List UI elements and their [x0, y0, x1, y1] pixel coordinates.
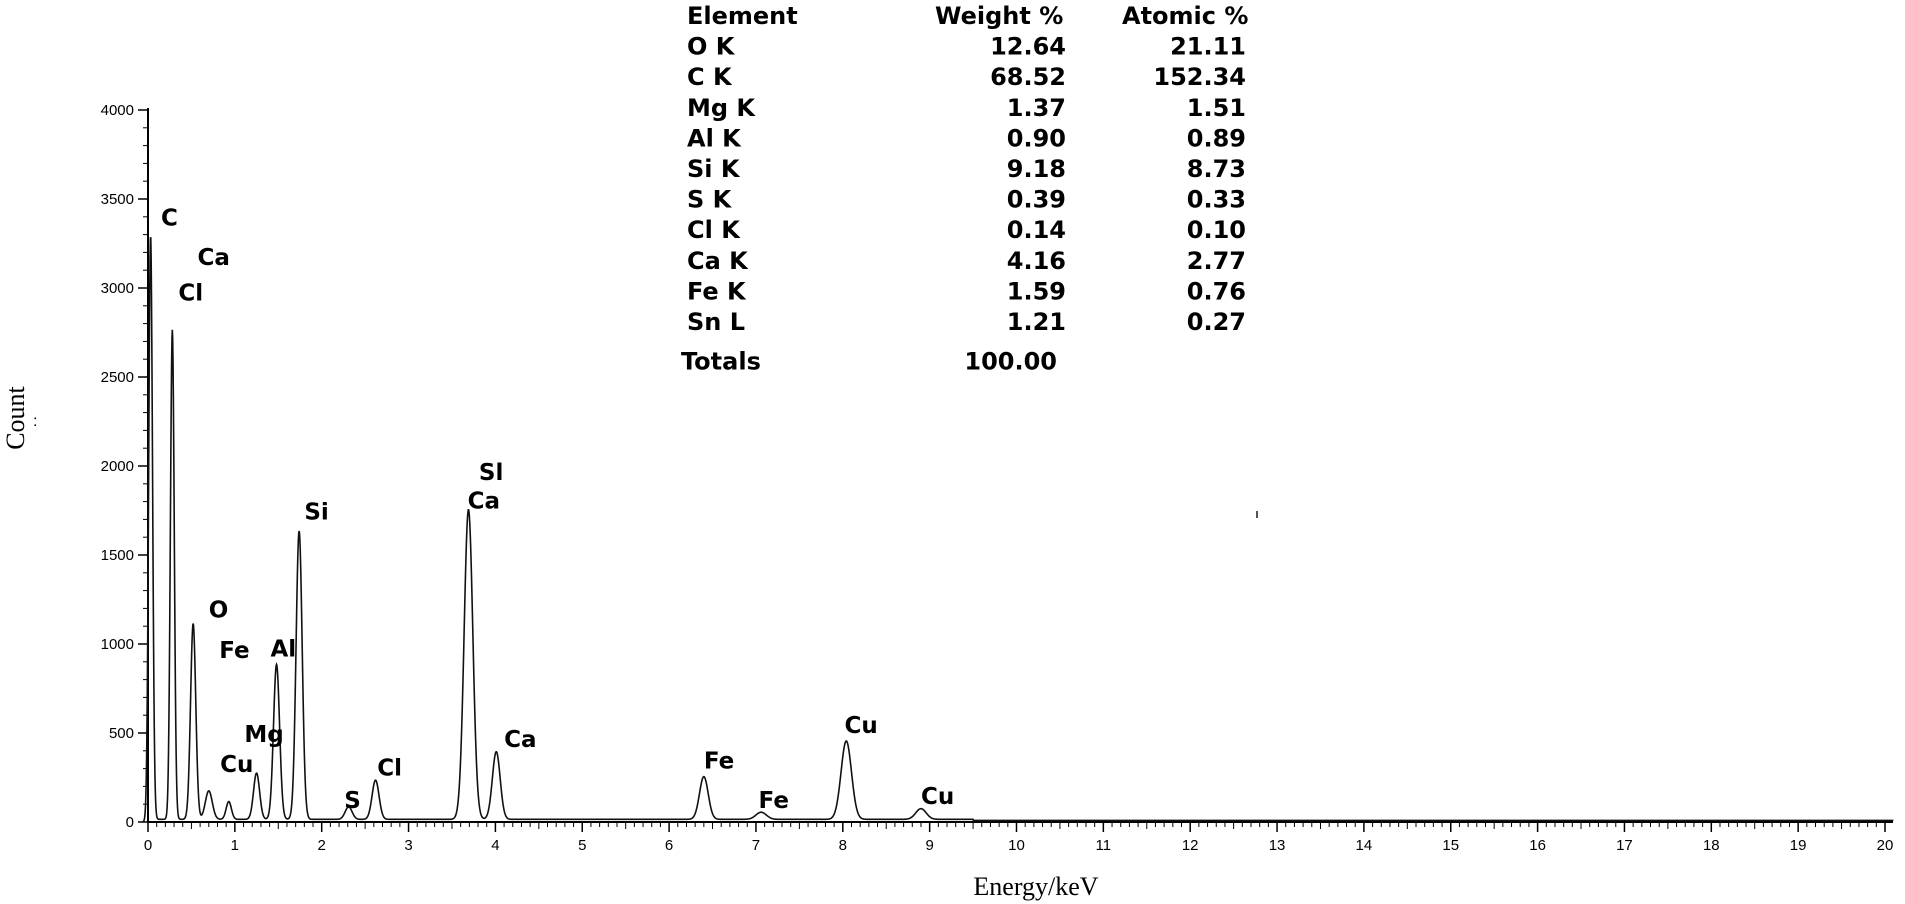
peak-label: Cl [178, 280, 203, 306]
x-tick-label: 20 [1877, 837, 1894, 854]
table-header: Element [687, 2, 798, 30]
peak-label: Si [304, 499, 328, 525]
table-cell: 4.16 [1007, 247, 1066, 275]
x-tick-label: 6 [665, 837, 673, 854]
table-cell: S K [687, 186, 733, 214]
y-tick-label: 1000 [101, 636, 134, 653]
x-axis-title: Energy/keV [973, 872, 1098, 901]
peak-label: C [161, 206, 178, 232]
table-cell: Sn L [687, 308, 745, 336]
x-tick-label: 17 [1616, 837, 1633, 854]
table-cell: 1.59 [1007, 277, 1066, 305]
x-tick-label: 7 [752, 837, 760, 854]
x-tick-label: 0 [144, 837, 152, 854]
peak-label: O [209, 597, 229, 623]
table-cell: 21.11 [1170, 33, 1246, 61]
table-cell: Si K [687, 155, 741, 183]
table-cell: 0.76 [1187, 277, 1246, 305]
table-cell: 12.64 [990, 33, 1066, 61]
peak-label: Al [270, 636, 296, 662]
table-cell: O K [687, 33, 736, 61]
peak-label: Sl [479, 460, 503, 486]
y-tick-label: 4000 [101, 102, 134, 119]
x-tick-label: 4 [491, 837, 499, 854]
table-header: Weight % [935, 2, 1063, 30]
x-tick-label: 2 [318, 837, 326, 854]
x-tick-label: 8 [839, 837, 847, 854]
x-tick-label: 3 [404, 837, 412, 854]
table-cell: 1.21 [1007, 308, 1066, 336]
peak-label: Cu [921, 784, 954, 810]
table-cell: 1.37 [1007, 94, 1066, 122]
spectrum-curve-group [142, 237, 1894, 823]
y-tick-label: 3000 [101, 280, 134, 297]
peak-label: Cl [377, 756, 402, 782]
totals-value: 100.00 [964, 348, 1057, 376]
table-cell: Mg K [687, 94, 756, 122]
x-tick-label: 9 [925, 837, 933, 854]
peak-label: Mg [244, 722, 283, 748]
table-cell: 152.34 [1153, 63, 1246, 91]
x-tick-label: 5 [578, 837, 586, 854]
table-cell: 0.14 [1007, 216, 1066, 244]
peak-label: Ca [468, 489, 500, 515]
x-tick-label: 1 [231, 837, 239, 854]
table-cell: 9.18 [1007, 155, 1066, 183]
x-tick-label: 16 [1529, 837, 1546, 854]
table-cell: 0.27 [1187, 308, 1246, 336]
table-cell: 68.52 [990, 63, 1066, 91]
table-cell: Cl K [687, 216, 741, 244]
table-cell: Al K [687, 124, 742, 152]
x-tick-label: 10 [1008, 837, 1025, 854]
table-cell: 2.77 [1187, 247, 1246, 275]
y-tick-label: 0 [126, 814, 134, 831]
peak-label: Fe [704, 749, 734, 775]
x-tick-label: 19 [1790, 837, 1807, 854]
peak-labels: C Ca Cl O Fe Al Mg Cu Si S Cl Ca Sl Ca Fe Fe Cu Cu [161, 206, 954, 814]
x-tick-label: 12 [1182, 837, 1199, 854]
table-cell: C K [687, 63, 733, 91]
y-tick-label: 1500 [101, 547, 134, 564]
x-tick-label: 18 [1703, 837, 1720, 854]
table-cell: 0.33 [1187, 186, 1246, 214]
x-tick-label: 14 [1356, 837, 1373, 854]
x-tick-label: 11 [1096, 837, 1112, 854]
table-cell: 0.39 [1007, 186, 1066, 214]
peak-label: Ca [198, 245, 230, 271]
x-tick-label: 15 [1442, 837, 1459, 854]
y-axis-title: Count [1, 385, 30, 449]
y-axis-marker: : [33, 413, 37, 430]
x-tick-label: 13 [1269, 837, 1286, 854]
table-header: Atomic % [1122, 2, 1248, 30]
stray-mark [1256, 511, 1258, 518]
peak-label: Ca [504, 727, 536, 753]
y-tick-label: 3500 [101, 191, 134, 208]
peak-label: Fe [219, 638, 249, 664]
table-cell: 0.10 [1187, 216, 1246, 244]
peak-label: Cu [845, 713, 878, 739]
table-cell: Ca K [687, 247, 749, 275]
peak-label: Fe [759, 788, 789, 814]
y-tick-label: 500 [109, 725, 134, 742]
y-tick-label: 2000 [101, 458, 134, 475]
table-cell: 0.89 [1187, 124, 1246, 152]
table-cell: 8.73 [1187, 155, 1246, 183]
totals-label: Totals [681, 348, 761, 376]
table-cell: Fe K [687, 277, 747, 305]
table-cell: 0.90 [1007, 124, 1066, 152]
peak-label: Cu [220, 752, 253, 778]
y-tick-label: 2500 [101, 369, 134, 386]
composition-table: Element Weight % Atomic % O K 12.64 21.11 C K 6… [681, 2, 1248, 376]
table-cell: 1.51 [1187, 94, 1246, 122]
spectrum-line [142, 237, 1894, 823]
peak-label: S [344, 788, 361, 814]
